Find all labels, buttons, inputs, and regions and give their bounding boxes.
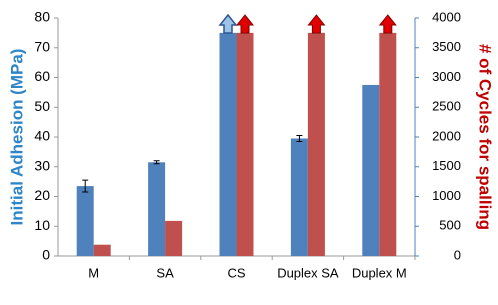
y2-axis-label: # of Cycles for spalling <box>476 44 495 230</box>
bar <box>76 186 94 256</box>
bar <box>379 32 397 256</box>
y2-tick-label: 0 <box>454 247 461 262</box>
y2-tick-label: 500 <box>439 218 461 233</box>
bar <box>290 138 308 256</box>
y2-tick-label: 1500 <box>432 158 461 173</box>
bar <box>165 220 183 256</box>
x-tick-label: Duplex M <box>352 265 407 280</box>
y-axis-label: Initial Adhesion (MPa) <box>7 49 26 226</box>
arrow <box>307 14 326 34</box>
bar <box>219 32 237 256</box>
arrow <box>218 13 238 34</box>
arrow <box>235 14 255 34</box>
bar <box>148 162 166 256</box>
error-bar <box>153 160 160 165</box>
y-tick-label: 70 <box>34 38 50 54</box>
bar <box>362 84 380 256</box>
bar <box>307 32 325 256</box>
x-tick-label: SA <box>156 265 174 280</box>
y-tick-label: 10 <box>34 217 50 233</box>
bar <box>236 32 254 256</box>
error-bar <box>296 135 303 142</box>
y-tick-label: 40 <box>34 128 50 144</box>
x-tick-label: Duplex SA <box>277 265 339 280</box>
y2-tick-label: 3000 <box>432 69 461 84</box>
y2-tick-label: 1000 <box>432 188 461 203</box>
y-tick-label: 50 <box>34 98 50 114</box>
y2-tick-label: 4000 <box>432 9 461 24</box>
error-bar <box>82 179 89 193</box>
y2-tick-label: 3500 <box>432 39 461 54</box>
y-tick-label: 20 <box>34 187 50 203</box>
y-tick-label: 30 <box>34 157 50 173</box>
arrow <box>378 14 397 34</box>
y2-tick-label: 2000 <box>432 128 461 143</box>
y-tick-label: 0 <box>42 247 50 263</box>
x-tick-label: M <box>88 265 99 280</box>
y-tick-label: 80 <box>34 9 50 25</box>
y2-tick-label: 2500 <box>432 99 461 114</box>
y-tick-label: 60 <box>34 68 50 84</box>
bar <box>93 244 111 256</box>
x-tick-label: CS <box>227 265 245 280</box>
